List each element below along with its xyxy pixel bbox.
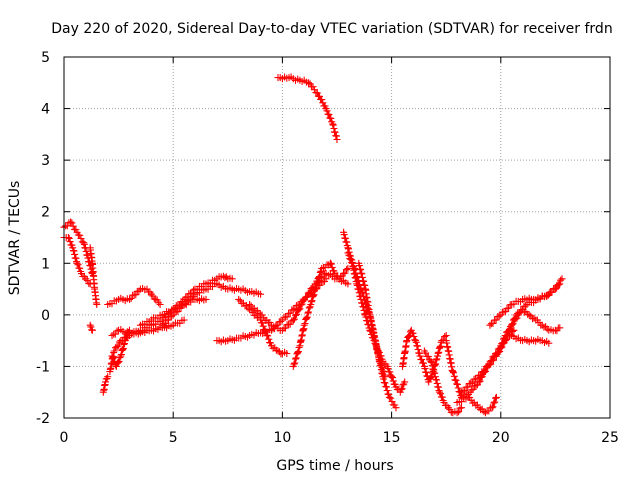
series-track-6 [99, 373, 112, 396]
y-tick-label: 4 [41, 102, 50, 118]
y-tick-label: -2 [36, 411, 50, 427]
y-axis-label: SDTVAR / TECUs [7, 181, 23, 296]
data-point-markers [235, 295, 291, 358]
series-track-1 [274, 73, 341, 143]
data-point-markers [508, 332, 553, 347]
series-track-27 [508, 332, 553, 347]
series-track-26 [497, 306, 564, 350]
y-tick-label: 2 [41, 205, 50, 221]
x-axis-label: GPS time / hours [276, 458, 393, 474]
grid-lines [64, 57, 610, 418]
data-point-markers [399, 326, 450, 386]
x-tick-label: 10 [273, 430, 291, 446]
data-point-markers [420, 347, 465, 417]
series-track-25 [486, 275, 566, 329]
chart-title: Day 220 of 2020, Sidereal Day-to-day VTE… [51, 21, 612, 37]
series-track-7 [104, 285, 164, 308]
x-tick-label: 15 [383, 430, 401, 446]
series-track-12 [158, 280, 265, 329]
series-track-23 [453, 393, 500, 417]
data-point-markers [289, 259, 352, 370]
series-track-5 [86, 321, 96, 334]
y-tick-label: -1 [36, 359, 50, 375]
data-point-markers [99, 373, 112, 396]
series-track-21 [420, 347, 465, 417]
plot-frame [63, 56, 611, 419]
y-tick-label: 5 [41, 50, 50, 66]
y-tick-label: 3 [41, 153, 50, 169]
x-tick-label: 5 [169, 430, 178, 446]
series-track-19 [355, 259, 389, 381]
data-point-markers [274, 73, 341, 143]
data-point-markers [86, 244, 101, 308]
x-tick-label: 25 [601, 430, 619, 446]
x-tick-label: 0 [60, 430, 69, 446]
axis-ticks: 0 5 10 15 20 25 -2 -1 0 1 2 3 4 5 [36, 50, 619, 446]
data-point-markers [497, 306, 564, 350]
data-point-markers [355, 259, 389, 381]
series-track-4 [86, 244, 101, 308]
y-tick-label: 1 [41, 256, 50, 272]
series-track-20 [399, 326, 450, 386]
data-point-markers [104, 285, 164, 308]
data-point-markers [158, 280, 265, 329]
series-track-14 [235, 295, 291, 358]
x-tick-label: 20 [492, 430, 510, 446]
series-track-16 [289, 259, 352, 370]
y-tick-label: 0 [41, 308, 50, 324]
data-point-markers [453, 393, 500, 417]
data-point-markers [486, 275, 566, 329]
data-point-markers [86, 321, 96, 334]
